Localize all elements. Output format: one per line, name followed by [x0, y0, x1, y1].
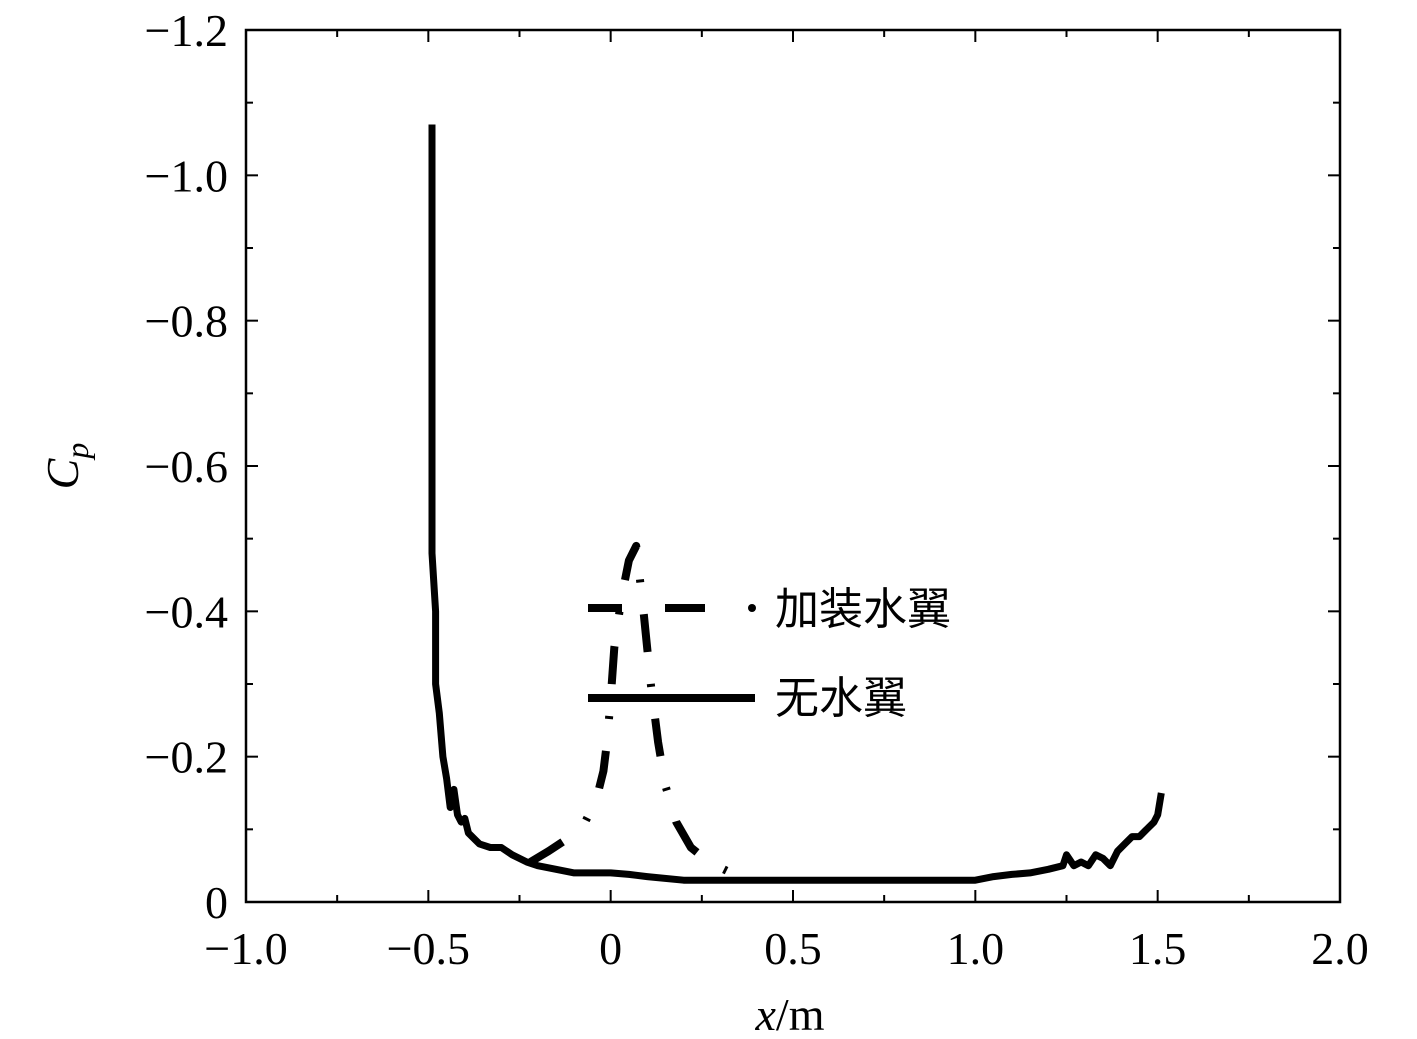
x-tick-label: 0: [599, 923, 622, 974]
y-tick-label: −0.6: [145, 441, 228, 492]
legend-label-with-hydrofoil: 加装水翼: [775, 584, 951, 635]
x-tick-label: 2.0: [1311, 923, 1369, 974]
x-tick-label: 0.5: [764, 923, 822, 974]
x-axis-unit: /m: [776, 989, 825, 1039]
legend-label-without-hydrofoil: 无水翼: [775, 673, 907, 724]
x-tick-label: −1.0: [204, 923, 287, 974]
y-tick-label: −1.2: [145, 5, 228, 56]
x-axis-title: x/m: [755, 989, 825, 1039]
y-tick-label: 0: [205, 877, 228, 928]
legend-dashed-dot: [748, 604, 756, 612]
y-tick-label: −0.4: [145, 586, 228, 637]
y-axis-variable: C: [37, 457, 88, 489]
y-axis-title: Cp: [37, 443, 95, 490]
series-line-without-hydrofoil: [428, 124, 1165, 884]
legend: 加装水翼 无水翼: [588, 584, 951, 724]
y-tick-label: −0.8: [145, 296, 228, 347]
y-axis-subscript: p: [59, 443, 95, 461]
series-line-with-hydrofoil: [528, 541, 741, 881]
x-tick-label: 1.5: [1129, 923, 1187, 974]
axis-ticks: [245, 29, 1341, 903]
y-tick-label: −0.2: [145, 732, 228, 783]
x-tick-label: −0.5: [387, 923, 470, 974]
plot-frame: [244, 28, 1342, 904]
y-tick-labels: 0 −0.2 −0.4 −0.6 −0.8 −1.0 −1.2: [145, 5, 228, 928]
x-tick-label: 1.0: [947, 923, 1005, 974]
plot-data: [428, 124, 1165, 884]
x-tick-labels: −1.0 −0.5 0 0.5 1.0 1.5 2.0: [204, 923, 1368, 974]
x-axis-variable: x: [755, 989, 777, 1039]
y-tick-label: −1.0: [145, 150, 228, 201]
